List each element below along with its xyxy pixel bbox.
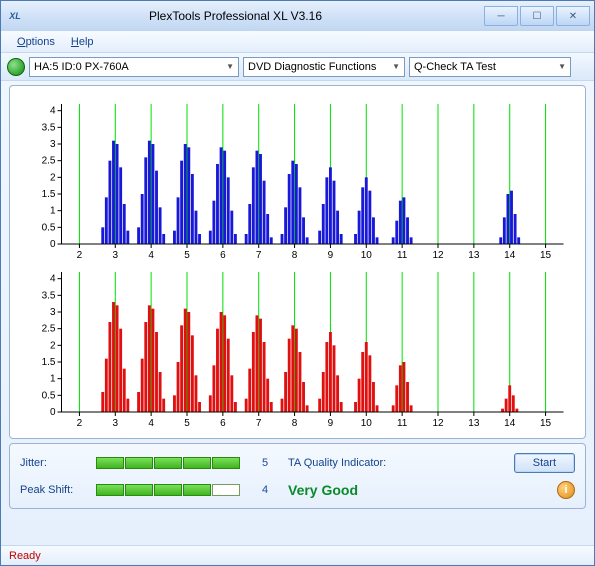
- statusbar: Ready: [1, 545, 594, 565]
- chart-bottom-svg: 0 0.5 1 1.5 2 2.5 3 3.5 4 2 3 4 5 6 7 8 9 10 11 12 13 14 15: [18, 266, 577, 434]
- svg-text:2.5: 2.5: [42, 324, 56, 335]
- block: [183, 457, 211, 469]
- svg-text:9: 9: [328, 250, 334, 261]
- svg-text:13: 13: [468, 418, 480, 429]
- svg-text:4: 4: [50, 106, 56, 117]
- block: [154, 484, 182, 496]
- svg-text:2: 2: [77, 418, 83, 429]
- chart-bottom: 0 0.5 1 1.5 2 2.5 3 3.5 4 2 3 4 5 6 7 8 9 10 11 12 13 14 15: [18, 266, 577, 434]
- svg-text:1: 1: [50, 374, 56, 385]
- block: [125, 457, 153, 469]
- svg-text:4: 4: [148, 418, 154, 429]
- app-icon: XL: [7, 8, 23, 24]
- svg-text:2: 2: [50, 172, 56, 183]
- minimize-button[interactable]: ─: [484, 6, 518, 26]
- metrics-panel: Jitter: 5 TA Quality Indicator: Start Pe…: [9, 443, 586, 509]
- svg-text:5: 5: [184, 418, 190, 429]
- svg-text:0.5: 0.5: [42, 390, 56, 401]
- svg-text:8: 8: [292, 250, 298, 261]
- svg-text:1.5: 1.5: [42, 357, 56, 368]
- svg-text:3.5: 3.5: [42, 122, 56, 133]
- svg-text:7: 7: [256, 418, 262, 429]
- svg-text:5: 5: [184, 250, 190, 261]
- svg-text:2: 2: [50, 340, 56, 351]
- chevron-down-icon: ▼: [226, 62, 234, 71]
- svg-text:12: 12: [432, 418, 444, 429]
- taq-label: TA Quality Indicator:: [288, 457, 499, 469]
- svg-text:12: 12: [432, 250, 444, 261]
- svg-text:2.5: 2.5: [42, 156, 56, 167]
- window: XL PlexTools Professional XL V3.16 ─ ☐ ✕…: [0, 0, 595, 566]
- chevron-down-icon: ▼: [392, 62, 400, 71]
- maximize-button[interactable]: ☐: [520, 6, 554, 26]
- peakshift-label: Peak Shift:: [20, 484, 90, 496]
- drive-combo-value: HA:5 ID:0 PX-760A: [34, 61, 129, 73]
- svg-text:1: 1: [50, 206, 56, 217]
- svg-text:3: 3: [50, 307, 56, 318]
- svg-text:4: 4: [50, 274, 56, 285]
- window-controls: ─ ☐ ✕: [482, 6, 590, 26]
- menu-options[interactable]: Options: [9, 34, 63, 50]
- block: [125, 484, 153, 496]
- svg-text:6: 6: [220, 418, 226, 429]
- svg-text:3: 3: [113, 250, 119, 261]
- svg-text:11: 11: [397, 250, 408, 261]
- svg-text:11: 11: [397, 418, 408, 429]
- chart-top: 0 0.5 1 1.5 2 2.5 3 3.5 4 2 3 4 5 6 7 8 9 10 11 12 13 14 15: [18, 98, 577, 266]
- svg-text:9: 9: [328, 418, 334, 429]
- block: [212, 484, 240, 496]
- drive-combo[interactable]: HA:5 ID:0 PX-760A ▼: [29, 57, 239, 77]
- test-combo-value: Q-Check TA Test: [414, 61, 496, 73]
- svg-text:10: 10: [361, 250, 373, 261]
- svg-text:3: 3: [113, 418, 119, 429]
- svg-text:14: 14: [504, 418, 516, 429]
- svg-text:8: 8: [292, 418, 298, 429]
- svg-text:15: 15: [540, 418, 552, 429]
- chart-top-svg: 0 0.5 1 1.5 2 2.5 3 3.5 4 2 3 4 5 6 7 8 9 10 11 12 13 14 15: [18, 98, 577, 266]
- function-combo-value: DVD Diagnostic Functions: [248, 61, 376, 73]
- jitter-blocks: [96, 457, 256, 469]
- svg-text:10: 10: [361, 418, 373, 429]
- toolbar: HA:5 ID:0 PX-760A ▼ DVD Diagnostic Funct…: [1, 53, 594, 81]
- svg-text:0: 0: [50, 239, 56, 250]
- test-combo[interactable]: Q-Check TA Test ▼: [409, 57, 571, 77]
- function-combo[interactable]: DVD Diagnostic Functions ▼: [243, 57, 405, 77]
- svg-text:15: 15: [540, 250, 552, 261]
- info-icon[interactable]: i: [557, 481, 575, 499]
- svg-text:0.5: 0.5: [42, 222, 56, 233]
- chevron-down-icon: ▼: [558, 62, 566, 71]
- svg-text:2: 2: [77, 250, 83, 261]
- menubar: Options Help: [1, 31, 594, 53]
- svg-text:13: 13: [468, 250, 480, 261]
- svg-text:3: 3: [50, 139, 56, 150]
- svg-text:4: 4: [148, 250, 154, 261]
- block: [183, 484, 211, 496]
- peakshift-blocks: [96, 484, 256, 496]
- svg-text:7: 7: [256, 250, 262, 261]
- block: [154, 457, 182, 469]
- window-title: PlexTools Professional XL V3.16: [29, 9, 482, 23]
- drive-icon: [7, 58, 25, 76]
- jitter-value: 5: [262, 457, 282, 469]
- status-text: Ready: [9, 550, 41, 562]
- svg-text:0: 0: [50, 407, 56, 418]
- content-area: 00.511.522.533.5423456789101112131415 00…: [1, 81, 594, 545]
- taq-value: Very Good: [288, 482, 499, 498]
- jitter-label: Jitter:: [20, 457, 90, 469]
- svg-text:14: 14: [504, 250, 516, 261]
- block: [96, 484, 124, 496]
- titlebar[interactable]: XL PlexTools Professional XL V3.16 ─ ☐ ✕: [1, 1, 594, 31]
- peakshift-value: 4: [262, 484, 282, 496]
- block: [96, 457, 124, 469]
- start-button[interactable]: Start: [514, 453, 575, 473]
- close-button[interactable]: ✕: [556, 6, 590, 26]
- svg-text:6: 6: [220, 250, 226, 261]
- menu-help[interactable]: Help: [63, 34, 102, 50]
- block: [212, 457, 240, 469]
- svg-text:1.5: 1.5: [42, 189, 56, 200]
- chart-panel: 00.511.522.533.5423456789101112131415 00…: [9, 85, 586, 439]
- svg-text:3.5: 3.5: [42, 290, 56, 301]
